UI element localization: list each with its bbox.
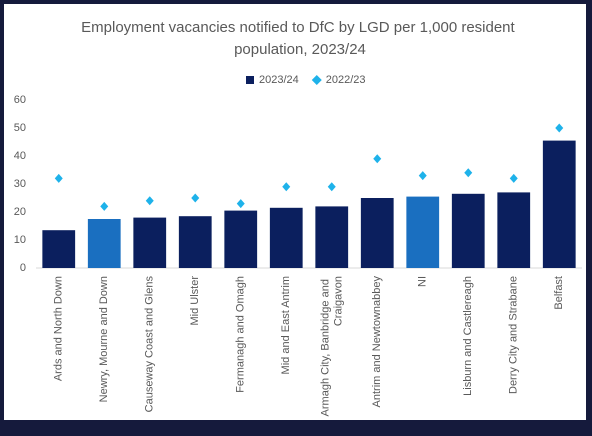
- x-tick-label: Fermanagh and Omagh: [235, 276, 247, 393]
- y-tick-label: 20: [14, 206, 26, 218]
- y-tick-label: 60: [14, 94, 26, 106]
- x-tick-label: Mid Ulster: [189, 276, 201, 326]
- x-tick-label: Newry, Mourne and Down: [98, 276, 110, 402]
- marker: [373, 154, 382, 164]
- marker: [418, 171, 427, 181]
- x-tick-label: Lisburn and Castlereagh: [462, 276, 474, 396]
- x-tick-label: Causeway Coast and Glens: [144, 276, 156, 413]
- bar: [87, 219, 121, 268]
- legend-label: 2023/24: [259, 74, 299, 86]
- x-tick-label: NI: [417, 276, 429, 287]
- bar: [224, 210, 258, 268]
- x-tick-label: Mid and East Antrim: [280, 276, 292, 374]
- bar: [406, 196, 440, 268]
- x-tick-label: Ards and North Down: [53, 276, 65, 381]
- bar: [497, 192, 531, 268]
- bar: [42, 230, 76, 268]
- bar: [133, 217, 167, 268]
- marker: [236, 199, 245, 209]
- bar: [542, 140, 576, 268]
- x-tick-label: Antrim and Newtownabbey: [371, 276, 383, 408]
- y-tick-label: 0: [20, 262, 26, 274]
- y-tick-label: 50: [14, 122, 26, 134]
- x-tick-label: Armagh City, Banbridge and Craigavon: [319, 276, 344, 416]
- marker: [191, 193, 200, 203]
- legend-swatch: [246, 76, 254, 84]
- x-tick-label: Derry City and Strabane: [508, 276, 520, 394]
- y-tick-label: 40: [14, 150, 26, 162]
- x-tick-label: Belfast: [553, 276, 565, 310]
- bar: [178, 216, 212, 268]
- marker: [145, 196, 154, 206]
- marker: [327, 182, 336, 192]
- bar: [315, 206, 349, 268]
- legend-label: 2022/23: [326, 74, 366, 86]
- marker: [555, 123, 564, 133]
- bar: [269, 207, 303, 268]
- y-tick-label: 30: [14, 178, 26, 190]
- marker: [464, 168, 473, 178]
- y-tick-label: 10: [14, 234, 26, 246]
- marker: [54, 173, 63, 183]
- bar: [451, 193, 485, 268]
- marker: [100, 201, 109, 211]
- legend-swatch: [311, 75, 322, 85]
- bar: [360, 198, 394, 268]
- chart-title: Employment vacancies notified to DfC by …: [81, 19, 519, 58]
- marker: [509, 173, 518, 183]
- marker: [282, 182, 291, 192]
